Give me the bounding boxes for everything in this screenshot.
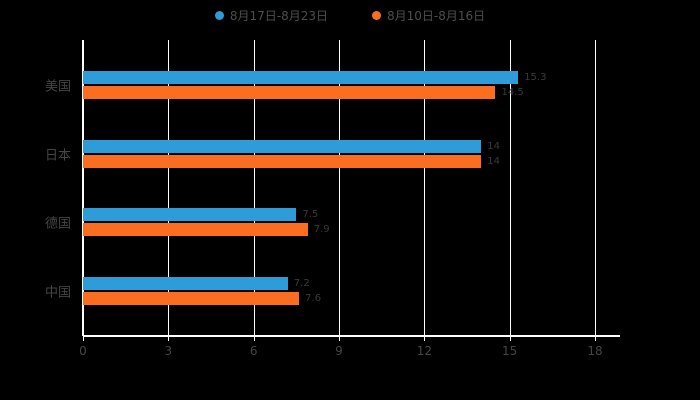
legend-item-series1[interactable]: 8月17日-8月23日 (214, 7, 328, 24)
axis-tick (595, 336, 596, 341)
legend-marker-icon (214, 11, 224, 20)
x-tick-label: 9 (335, 344, 343, 358)
x-tick-label: 0 (79, 344, 87, 358)
x-tick-label: 3 (164, 344, 173, 358)
gridline (339, 40, 340, 336)
gridline (595, 40, 596, 336)
gridline (168, 40, 170, 336)
legend-label: 8月17日-8月23日 (229, 9, 328, 23)
category-label: 中国 (44, 285, 71, 301)
bar-series2 (83, 223, 308, 237)
value-label: 14.5 (501, 87, 524, 98)
bar-series1 (83, 277, 288, 290)
x-axis-line (83, 335, 620, 337)
axis-tick (83, 336, 84, 341)
category-label: 德国 (44, 216, 71, 232)
bar-series1 (83, 139, 482, 153)
value-label: 15.3 (524, 72, 547, 83)
chart-legend: 8月17日-8月23日 8月10日-8月16日 (0, 7, 700, 24)
legend-item-series2[interactable]: 8月10日-8月16日 (372, 7, 485, 24)
legend-label: 8月10日-8月16日 (387, 9, 486, 23)
category-label: 日本 (44, 148, 71, 164)
gridline (253, 40, 255, 336)
value-label: 14 (487, 155, 500, 167)
axis-tick (168, 336, 170, 341)
plot-area: 0 3 6 9 12 15 18 美国 15.3 14.5 日本 14 14 德国 7.5 7.9 中国 7.2 7… (45, 40, 620, 358)
axis-tick (253, 336, 255, 341)
value-label: 14 (487, 140, 500, 152)
x-tick-label: 15 (502, 344, 518, 358)
y-axis-line (82, 40, 84, 336)
bar-series1 (83, 208, 297, 222)
axis-tick (509, 336, 511, 341)
bar-series2 (83, 154, 482, 168)
x-tick-label: 6 (249, 344, 258, 358)
value-label: 7.9 (313, 224, 330, 236)
x-tick-label: 18 (587, 344, 603, 358)
category-label: 美国 (44, 79, 71, 95)
gridline (424, 40, 426, 336)
legend-marker-icon (372, 11, 381, 20)
bar-series2 (83, 86, 496, 99)
gridline (509, 40, 511, 336)
axis-tick (339, 336, 340, 341)
x-tick-label: 12 (416, 344, 432, 358)
value-label: 7.6 (305, 293, 322, 304)
value-label: 7.2 (293, 278, 310, 289)
value-label: 7.5 (302, 209, 319, 221)
bar-series1 (83, 71, 519, 84)
axis-tick (424, 336, 426, 341)
bar-series2 (83, 292, 300, 305)
